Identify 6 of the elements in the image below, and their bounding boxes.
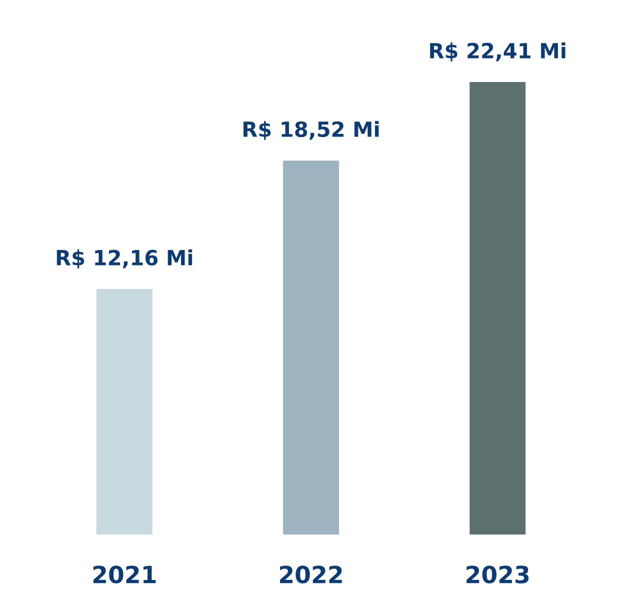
data-label: R$ 12,16 Mi (56, 249, 192, 268)
x-tick-label: 2021 (93, 566, 156, 584)
x-tick-label: 2022 (280, 566, 342, 584)
data-label: R$ 22,41 Mi (430, 42, 566, 62)
x-tick-label: 2023 (466, 566, 529, 584)
data-label: R$ 18,52 Mi (244, 120, 379, 140)
